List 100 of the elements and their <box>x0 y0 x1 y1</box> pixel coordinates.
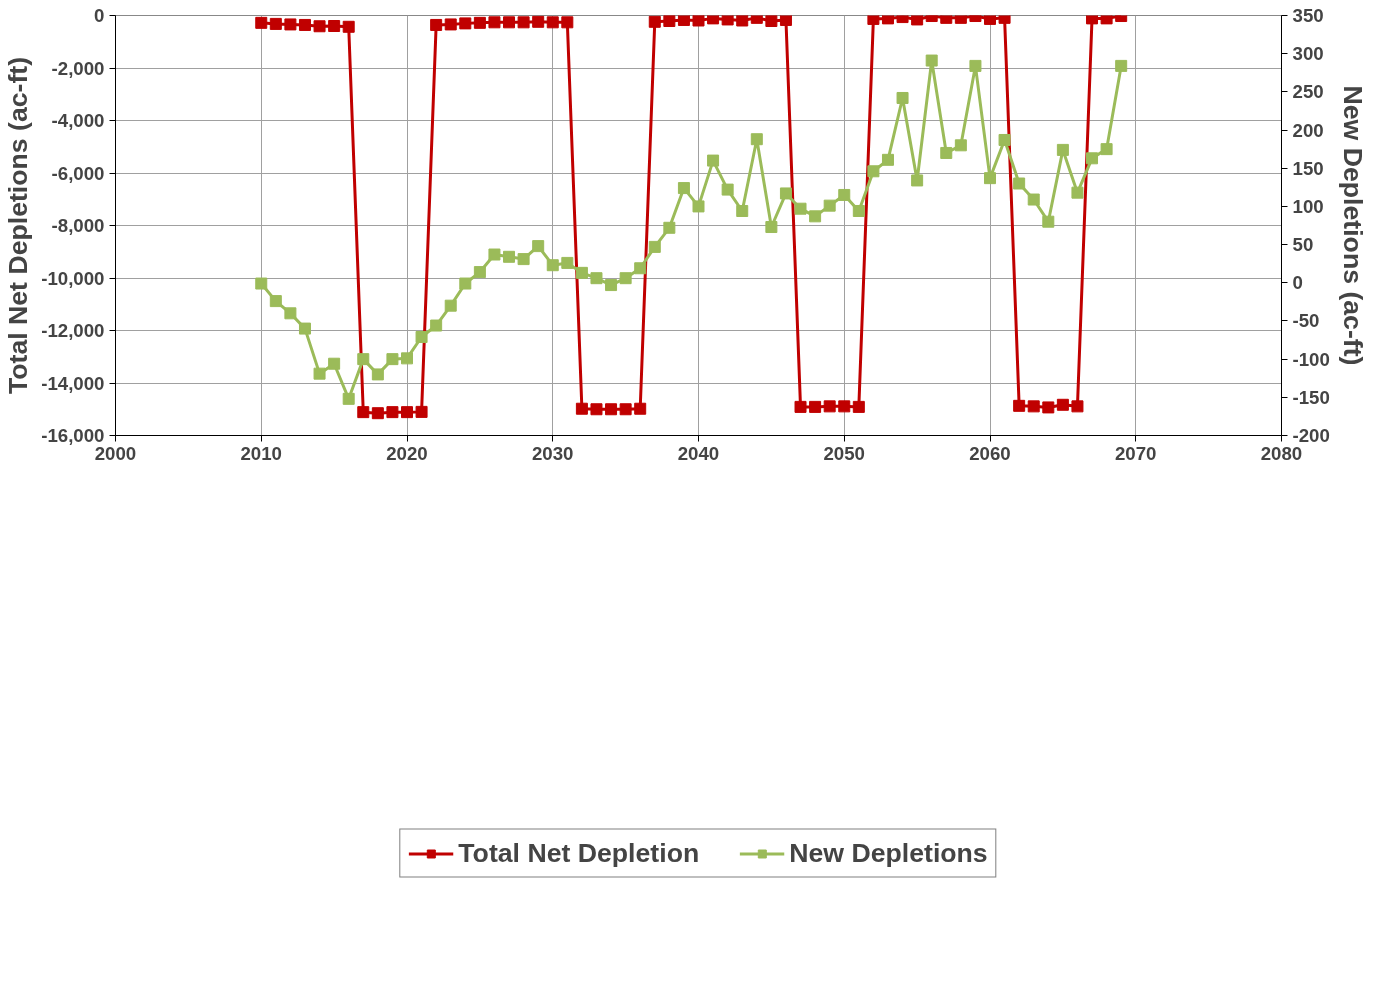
point <box>298 322 311 335</box>
point <box>488 248 501 261</box>
point <box>721 183 734 196</box>
point <box>750 133 763 146</box>
point <box>401 406 413 419</box>
y2-tick-label: 300 <box>1292 43 1324 65</box>
point <box>707 15 720 25</box>
point <box>1027 193 1040 206</box>
x-tick-label: 2030 <box>532 442 574 464</box>
point <box>415 330 428 343</box>
y2-tick-label: -50 <box>1292 310 1320 332</box>
legend-label: New Depletions <box>789 837 988 869</box>
x-tick-label: 2070 <box>1115 442 1157 464</box>
point <box>794 400 807 413</box>
point <box>255 277 268 290</box>
x-tick-label: 2050 <box>823 442 866 464</box>
y2-axis-title: New Depletions (ac-ft) <box>1337 85 1368 366</box>
point <box>1100 143 1113 156</box>
point <box>779 187 792 200</box>
y2-tick-label: 200 <box>1292 119 1324 141</box>
point <box>605 403 618 416</box>
point <box>386 353 399 366</box>
point <box>707 154 720 167</box>
point <box>823 400 836 413</box>
y2-tick-label: 350 <box>1292 5 1324 26</box>
point <box>517 16 530 29</box>
point <box>677 15 690 26</box>
point <box>867 15 880 25</box>
point <box>269 17 282 30</box>
point <box>940 146 953 159</box>
y-tick-label: -6,000 <box>51 162 105 184</box>
point <box>371 407 384 420</box>
point <box>488 16 501 29</box>
point <box>765 221 778 234</box>
y-tick-label: -10,000 <box>41 267 105 289</box>
point <box>503 16 516 29</box>
x-tick-label: 2060 <box>969 442 1011 464</box>
point <box>444 299 457 312</box>
y-tick-label: -8,000 <box>51 215 105 236</box>
point <box>401 352 413 365</box>
point <box>342 20 355 33</box>
point <box>838 400 851 413</box>
point <box>852 400 865 413</box>
point <box>575 402 588 415</box>
point <box>357 406 370 419</box>
y-tick-label: -2,000 <box>51 57 105 79</box>
point <box>896 91 909 104</box>
y2-tick-label: 0 <box>1292 272 1303 294</box>
point <box>298 18 311 31</box>
point <box>925 54 938 67</box>
point <box>911 15 924 26</box>
point <box>984 15 996 25</box>
point <box>532 15 545 28</box>
point <box>823 199 836 212</box>
point <box>634 262 647 275</box>
point <box>663 221 676 234</box>
point <box>779 15 792 26</box>
point <box>1071 186 1084 199</box>
point <box>1013 177 1026 190</box>
y2-tick-label: 150 <box>1292 157 1324 179</box>
point <box>473 16 486 29</box>
point <box>852 204 865 217</box>
point <box>721 15 734 26</box>
point <box>415 405 428 418</box>
point <box>590 403 603 416</box>
y2-tick-label: 250 <box>1292 81 1324 103</box>
point <box>794 202 807 215</box>
point <box>998 133 1011 146</box>
y-tick-label: -14,000 <box>41 372 105 394</box>
point <box>1056 143 1069 156</box>
point <box>954 139 967 152</box>
point <box>663 15 676 28</box>
point <box>692 15 705 27</box>
y2-tick-label: -150 <box>1292 386 1330 408</box>
point <box>255 16 268 29</box>
y2-tick-label: 50 <box>1292 234 1314 256</box>
point <box>605 279 618 292</box>
point <box>342 392 355 405</box>
point <box>969 59 982 72</box>
point <box>1071 400 1084 413</box>
y2-tick-label: -100 <box>1292 348 1330 370</box>
point <box>284 307 297 320</box>
point <box>1013 399 1026 412</box>
point <box>459 277 472 290</box>
point <box>1115 59 1128 72</box>
point <box>867 165 880 178</box>
legend-label: Total Net Depletion <box>458 837 700 869</box>
point <box>736 204 749 217</box>
point <box>1042 401 1055 414</box>
point <box>561 256 574 269</box>
point <box>517 253 530 266</box>
point <box>473 266 486 279</box>
point <box>692 200 705 213</box>
point <box>284 18 297 31</box>
x-tick-label: 2040 <box>677 442 720 464</box>
x-tick-label: 2010 <box>240 442 283 464</box>
y-tick-label: -12,000 <box>41 320 105 341</box>
point <box>736 15 749 27</box>
point <box>386 406 399 419</box>
x-tick-label: 2020 <box>386 442 428 464</box>
